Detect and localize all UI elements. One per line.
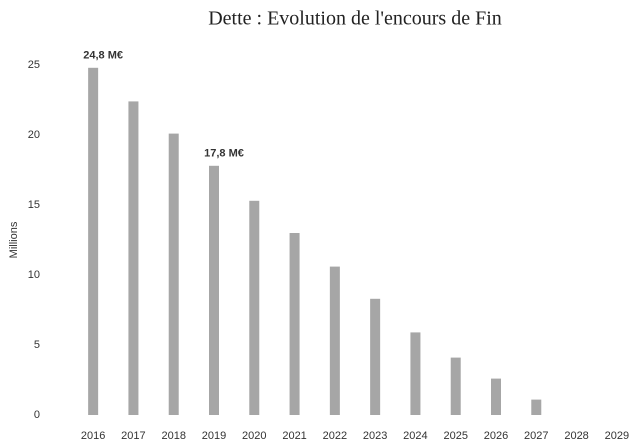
x-tick-label: 2019 bbox=[202, 430, 226, 442]
bar bbox=[249, 200, 260, 415]
y-tick-label: 10 bbox=[28, 269, 40, 281]
x-tick-label: 2021 bbox=[282, 430, 306, 442]
bar bbox=[88, 67, 99, 416]
x-tick-label: 2017 bbox=[121, 430, 145, 442]
bar bbox=[410, 332, 421, 415]
bar bbox=[289, 233, 300, 415]
bar bbox=[450, 357, 461, 415]
bar bbox=[531, 399, 542, 415]
x-tick-label: 2022 bbox=[323, 430, 347, 442]
bar bbox=[128, 101, 139, 416]
x-tick-label: 2020 bbox=[242, 430, 266, 442]
x-tick-label: 2025 bbox=[443, 430, 467, 442]
chart-title: Dette : Evolution de l'encours de Fin bbox=[208, 8, 502, 30]
x-tick-label: 2026 bbox=[484, 430, 508, 442]
y-tick-label: 0 bbox=[34, 409, 40, 421]
y-axis-label: Millions bbox=[8, 221, 20, 258]
bar bbox=[491, 378, 501, 415]
x-tick-label: 2024 bbox=[403, 430, 427, 442]
x-tick-label: 2023 bbox=[363, 430, 387, 442]
x-tick-label: 2016 bbox=[81, 430, 105, 442]
bar bbox=[370, 298, 381, 415]
bar bbox=[168, 133, 179, 415]
y-tick-label: 5 bbox=[34, 339, 40, 351]
x-tick-label: 2028 bbox=[564, 430, 588, 442]
bar bbox=[209, 165, 219, 415]
y-tick-label: 15 bbox=[28, 199, 40, 211]
y-tick-label: 20 bbox=[28, 129, 40, 141]
x-tick-label: 2018 bbox=[161, 430, 185, 442]
data-label: 24,8 M€ bbox=[83, 50, 123, 62]
bar bbox=[329, 266, 340, 415]
y-tick-label: 25 bbox=[28, 59, 40, 71]
data-label: 17,8 M€ bbox=[204, 148, 244, 160]
x-tick-label: 2027 bbox=[524, 430, 548, 442]
x-tick-label: 2029 bbox=[605, 430, 629, 442]
